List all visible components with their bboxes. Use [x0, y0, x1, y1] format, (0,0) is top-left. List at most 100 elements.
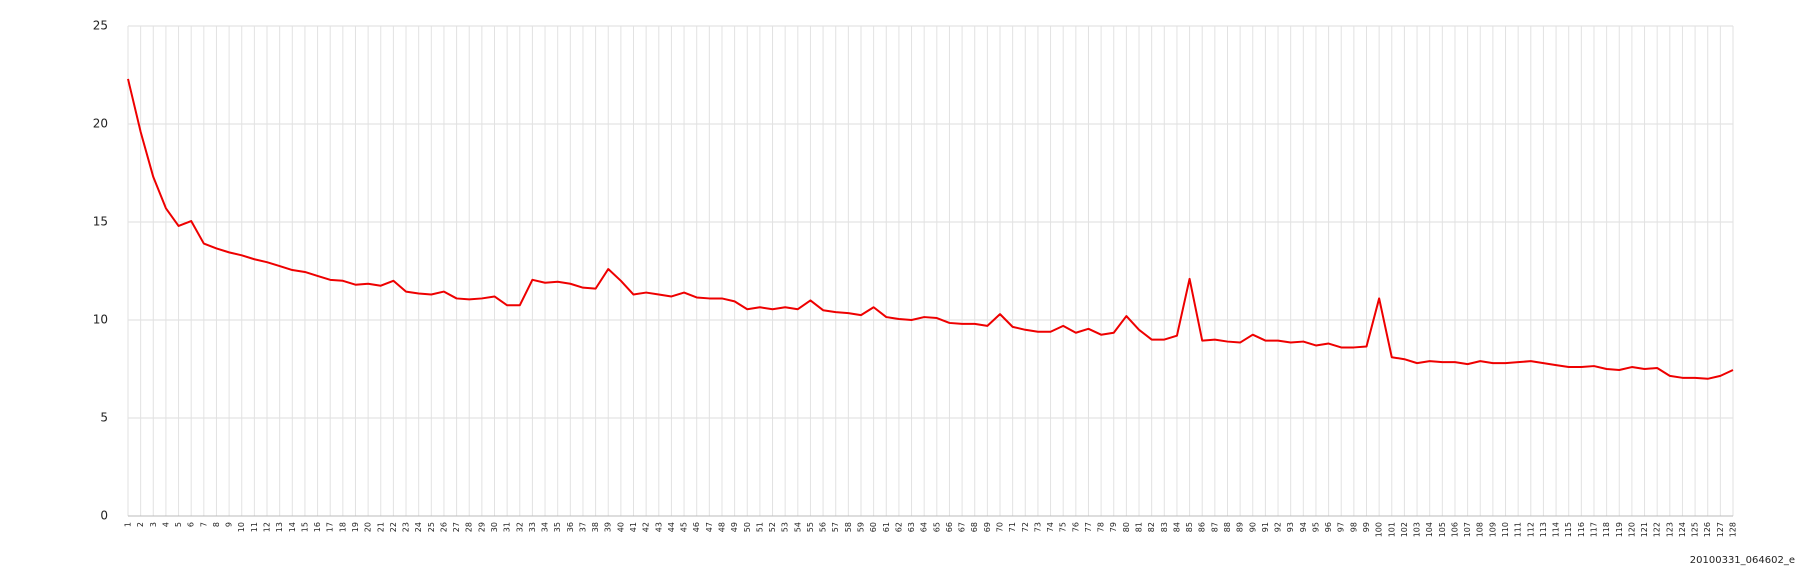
x-tick-label: 67 — [958, 522, 967, 532]
x-tick-label: 44 — [667, 522, 676, 532]
x-tick-label: 28 — [465, 522, 474, 532]
x-tick-label: 109 — [1488, 522, 1497, 537]
x-tick-label: 20 — [364, 522, 373, 532]
x-tick-label: 2 — [136, 522, 145, 527]
x-tick-label: 51 — [755, 522, 764, 532]
x-tick-label: 17 — [326, 522, 335, 532]
x-tick-label: 23 — [402, 522, 411, 532]
x-tick-label: 103 — [1413, 522, 1422, 537]
x-tick-label: 39 — [604, 522, 613, 532]
x-tick-label: 119 — [1615, 522, 1624, 537]
x-tick-label: 11 — [250, 522, 259, 532]
x-tick-label: 99 — [1362, 522, 1371, 532]
x-tick-label: 71 — [1008, 522, 1017, 532]
x-tick-label: 79 — [1109, 522, 1118, 532]
x-tick-label: 66 — [945, 522, 954, 532]
x-tick-label: 24 — [414, 522, 423, 532]
x-tick-label: 93 — [1286, 522, 1295, 532]
x-tick-label: 111 — [1514, 522, 1523, 537]
x-tick-label: 82 — [1147, 522, 1156, 532]
x-tick-label: 9 — [225, 522, 234, 527]
x-tick-label: 49 — [730, 522, 739, 532]
x-tick-label: 83 — [1160, 522, 1169, 532]
x-tick-label: 77 — [1084, 522, 1093, 532]
x-tick-label: 107 — [1463, 522, 1472, 537]
x-tick-label: 85 — [1185, 522, 1194, 532]
x-tick-label: 45 — [680, 522, 689, 532]
x-tick-label: 47 — [705, 522, 714, 532]
x-tick-label: 68 — [970, 522, 979, 532]
x-tick-label: 72 — [1021, 522, 1030, 532]
x-tick-label: 89 — [1236, 522, 1245, 532]
x-tick-label: 101 — [1387, 522, 1396, 537]
x-tick-label: 80 — [1122, 522, 1131, 532]
x-tick-label: 98 — [1349, 522, 1358, 532]
x-tick-label: 15 — [300, 522, 309, 532]
x-tick-label: 106 — [1450, 522, 1459, 537]
x-tick-label: 33 — [528, 522, 537, 532]
x-tick-label: 124 — [1678, 522, 1687, 537]
x-tick-label: 7 — [199, 522, 208, 527]
x-tick-label: 38 — [591, 522, 600, 532]
x-tick-label: 42 — [642, 522, 651, 532]
x-tick-label: 97 — [1337, 522, 1346, 532]
x-tick-label: 30 — [490, 522, 499, 532]
x-tick-label: 3 — [149, 522, 158, 527]
x-tick-label: 86 — [1198, 522, 1207, 532]
y-tick-label: 0 — [100, 509, 108, 523]
x-tick-label: 73 — [1033, 522, 1042, 532]
x-tick-label: 110 — [1501, 522, 1510, 537]
x-tick-label: 26 — [439, 522, 448, 532]
x-tick-label: 13 — [275, 522, 284, 532]
x-tick-label: 22 — [389, 522, 398, 532]
y-tick-label: 25 — [93, 19, 108, 33]
y-tick-label: 20 — [93, 117, 108, 131]
x-tick-label: 1 — [124, 522, 133, 527]
x-tick-label: 40 — [616, 522, 625, 532]
x-tick-label: 121 — [1640, 522, 1649, 537]
x-tick-label: 108 — [1476, 522, 1485, 537]
x-tick-label: 63 — [907, 522, 916, 532]
x-tick-label: 4 — [161, 522, 170, 527]
x-tick-label: 127 — [1716, 522, 1725, 537]
x-tick-label: 105 — [1438, 522, 1447, 537]
x-tick-label: 8 — [212, 522, 221, 527]
footer-label: 20100331_064602_e — [1690, 555, 1795, 566]
x-tick-label: 34 — [541, 522, 550, 532]
x-tick-label: 65 — [932, 522, 941, 532]
x-tick-label: 126 — [1703, 522, 1712, 537]
x-tick-label: 46 — [692, 522, 701, 532]
x-tick-label: 62 — [894, 522, 903, 532]
x-tick-label: 58 — [844, 522, 853, 532]
x-tick-label: 14 — [288, 522, 297, 532]
x-tick-label: 64 — [920, 522, 929, 532]
y-tick-label: 10 — [93, 313, 108, 327]
x-tick-label: 53 — [781, 522, 790, 532]
x-tick-label: 37 — [578, 522, 587, 532]
data-line — [127, 78, 1734, 380]
x-tick-label: 104 — [1425, 522, 1434, 537]
x-tick-label: 32 — [515, 522, 524, 532]
x-tick-label: 114 — [1552, 522, 1561, 537]
x-tick-label: 115 — [1564, 522, 1573, 537]
x-tick-label: 48 — [717, 522, 726, 532]
y-tick-label: 15 — [93, 215, 108, 229]
x-tick-label: 116 — [1577, 522, 1586, 537]
x-tick-label: 10 — [237, 522, 246, 532]
x-tick-label: 90 — [1248, 522, 1257, 532]
x-tick-label: 70 — [996, 522, 1005, 532]
x-tick-label: 55 — [806, 522, 815, 532]
x-tick-label: 118 — [1602, 522, 1611, 537]
x-tick-label: 6 — [187, 522, 196, 527]
x-tick-label: 56 — [819, 522, 828, 532]
x-tick-label: 60 — [869, 522, 878, 532]
x-tick-label: 113 — [1539, 522, 1548, 537]
x-tick-label: 88 — [1223, 522, 1232, 532]
x-tick-label: 43 — [654, 522, 663, 532]
x-tick-label: 18 — [338, 522, 347, 532]
x-tick-label: 35 — [553, 522, 562, 532]
x-tick-label: 102 — [1400, 522, 1409, 537]
x-tick-label: 112 — [1526, 522, 1535, 537]
x-tick-label: 31 — [503, 522, 512, 532]
